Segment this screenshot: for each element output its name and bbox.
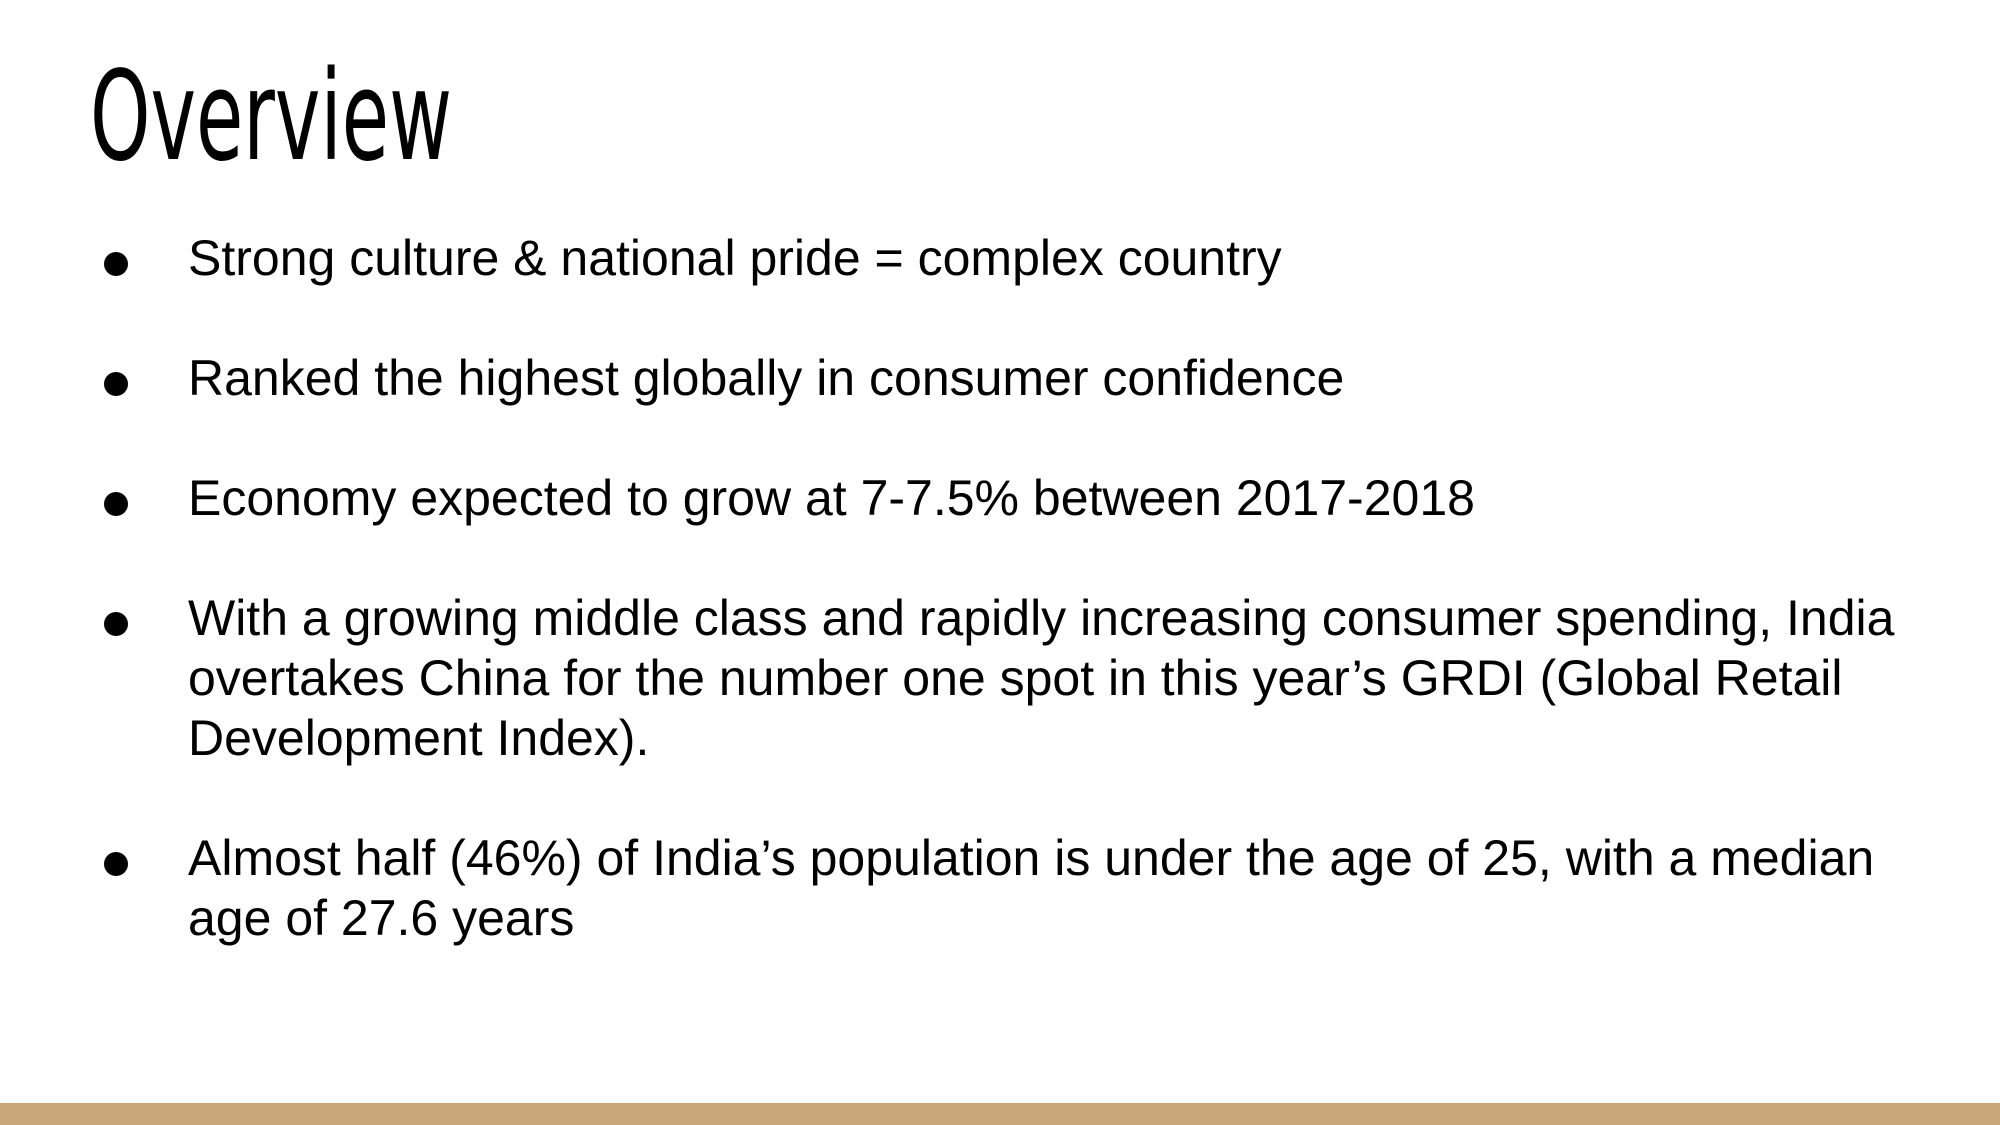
bullet-item-population-age: Almost half (46%) of India’s population … — [104, 828, 1904, 948]
bullet-dot-icon — [104, 252, 128, 276]
bullet-list: Strong culture & national pride = comple… — [104, 228, 1904, 948]
bullet-dot-icon — [104, 852, 128, 876]
bullet-text: Economy expected to grow at 7-7.5% betwe… — [188, 470, 1475, 526]
bullet-dot-icon — [104, 372, 128, 396]
bullet-text: Almost half (46%) of India’s population … — [188, 830, 1875, 946]
bullet-item-economy-growth: Economy expected to grow at 7-7.5% betwe… — [104, 468, 1904, 528]
bullet-text: Ranked the highest globally in consumer … — [188, 350, 1345, 406]
bullet-item-grdi: With a growing middle class and rapidly … — [104, 588, 1904, 768]
bullet-item-consumer-confidence: Ranked the highest globally in consumer … — [104, 348, 1904, 408]
bullet-dot-icon — [104, 612, 128, 636]
footer-accent-bar — [0, 1103, 2000, 1125]
bullet-dot-icon — [104, 492, 128, 516]
slide-title: Overview — [90, 45, 452, 189]
bullet-text: Strong culture & national pride = comple… — [188, 230, 1282, 286]
bullet-text: With a growing middle class and rapidly … — [188, 590, 1895, 766]
bullet-item-culture: Strong culture & national pride = comple… — [104, 228, 1904, 288]
